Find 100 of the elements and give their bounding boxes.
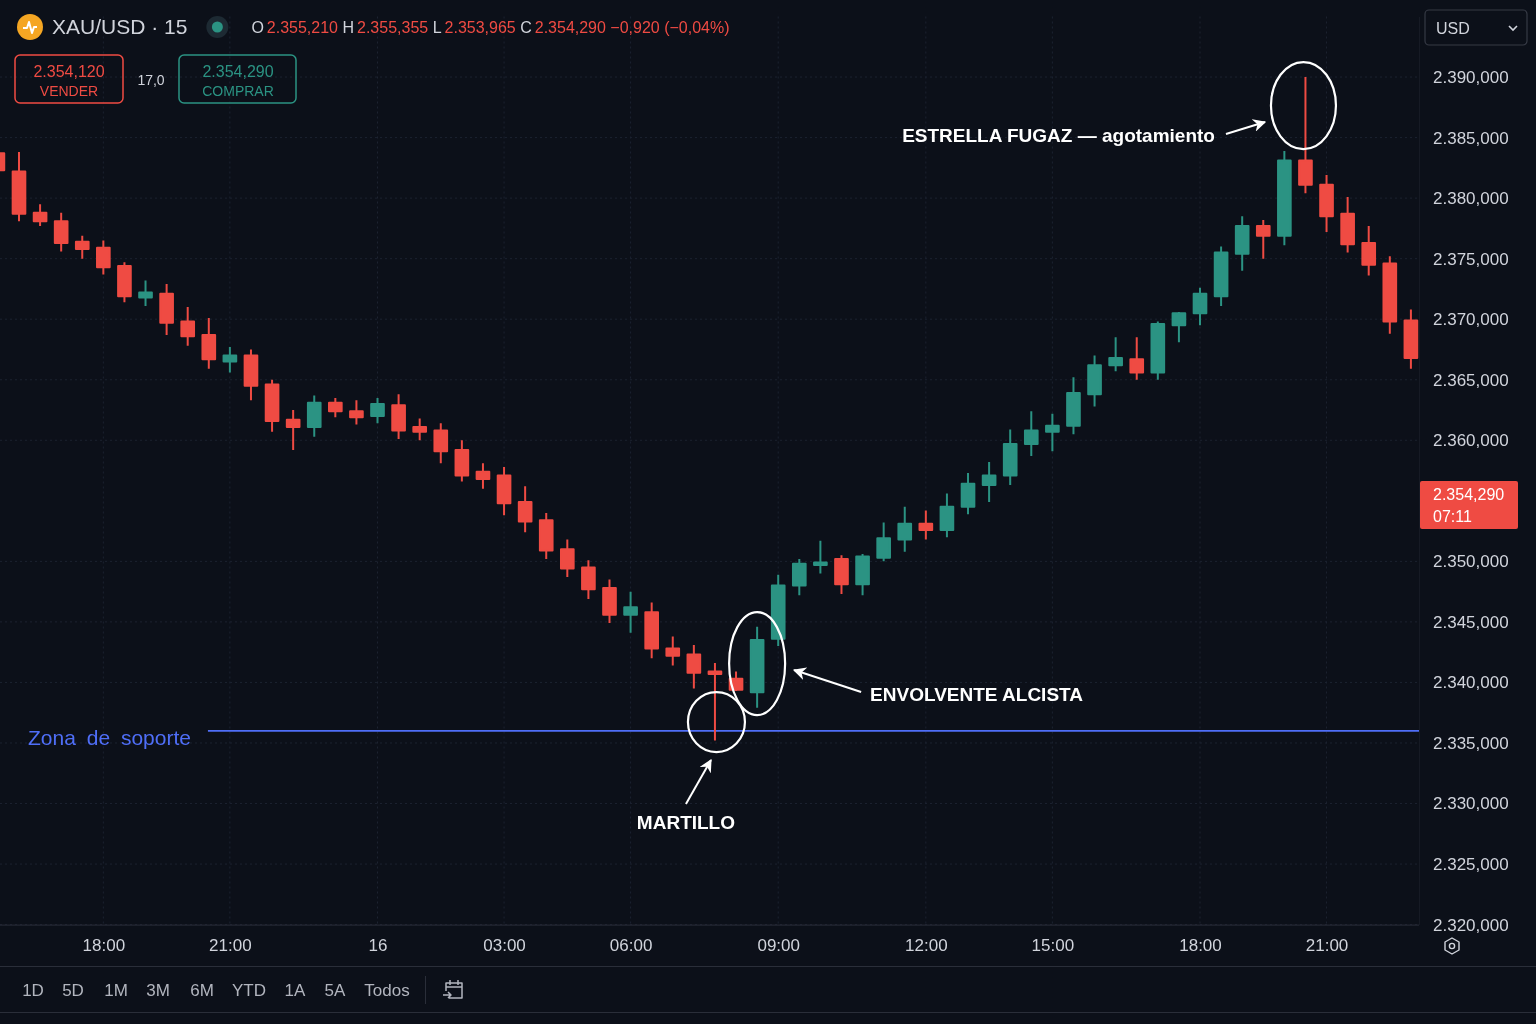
candlestick <box>897 505 913 553</box>
candlestick <box>939 492 955 539</box>
y-tick-label: 2.390,000 <box>1433 67 1509 87</box>
candlestick <box>538 511 554 560</box>
annotation: COMPRAR <box>202 82 274 99</box>
text: 1A <box>284 980 307 1000</box>
candlestick <box>1382 255 1398 335</box>
candlestick <box>1045 412 1060 453</box>
candlestick <box>1340 195 1355 254</box>
candlestick <box>581 559 596 600</box>
candlestick <box>11 151 27 223</box>
text: Todos <box>364 980 410 1000</box>
y-tick-label: 2.365,000 <box>1433 370 1509 390</box>
x-tick-label: 21:00 <box>1305 935 1349 955</box>
candlestick <box>855 553 870 597</box>
candlestick <box>454 439 470 483</box>
annotation: VENDER <box>39 82 99 99</box>
candlestick <box>918 509 934 541</box>
candlestick <box>159 283 174 336</box>
x-tick-label: 09:00 <box>757 935 800 955</box>
candlestick <box>981 461 997 504</box>
candlestick <box>602 578 617 625</box>
x-tick-label: 21:00 <box>209 935 252 955</box>
ref-line-label: Zona de soporte <box>28 726 191 750</box>
candlestick <box>285 409 301 451</box>
candlestick <box>1129 336 1145 381</box>
candlestick <box>53 211 69 253</box>
candlestick <box>306 394 322 438</box>
y-tick-label: 2.380,000 <box>1433 189 1509 209</box>
x-tick-label: 18:00 <box>82 935 126 955</box>
y-tick-label: 2.325,000 <box>1433 855 1509 874</box>
text: 5A <box>324 980 347 1000</box>
candlestick <box>1213 245 1229 307</box>
candlestick <box>264 378 280 433</box>
candlestick <box>1108 336 1123 373</box>
candlestick <box>243 348 259 402</box>
candlestick <box>791 557 807 597</box>
candlestick <box>686 643 702 690</box>
x-tick-label: 12:00 <box>905 935 948 955</box>
candlestick <box>496 465 512 517</box>
y-tick-label: 2.335,000 <box>1433 733 1509 753</box>
candlestick <box>1066 376 1081 436</box>
x-tick-label: 16 <box>368 935 388 955</box>
candlestick <box>1298 76 1313 195</box>
candlestick <box>349 399 364 426</box>
candlestick <box>1255 218 1271 260</box>
text: 3M <box>146 980 170 1000</box>
chart-title: XAU/USD · 15 <box>52 15 188 39</box>
candlestick <box>960 471 976 516</box>
candlestick <box>665 635 681 667</box>
candlestick <box>1023 410 1039 458</box>
candlestick <box>1087 354 1102 408</box>
candlestick <box>770 573 786 648</box>
y-tick-label: 2.345,000 <box>1433 612 1509 632</box>
candlestick <box>1319 174 1334 234</box>
annotation: MARTILLO <box>636 811 736 833</box>
candlestick <box>138 279 153 307</box>
candlestick <box>74 234 90 260</box>
annotation: 2.354,120 <box>33 62 105 80</box>
text: YTD <box>232 980 266 1000</box>
candlestick <box>1234 215 1250 272</box>
annotation: 2.354,290 <box>202 62 274 80</box>
candlestick <box>370 396 385 425</box>
candlestick <box>623 590 638 634</box>
candlestick <box>834 554 849 596</box>
candlestick <box>433 422 449 465</box>
candlestick <box>749 625 765 709</box>
candlestick <box>644 601 659 660</box>
y-tick-label: 2.385,000 <box>1433 128 1509 148</box>
x-tick-label: 06:00 <box>609 935 653 955</box>
candlestick <box>117 261 132 304</box>
candlestick <box>517 485 533 534</box>
annotation: 2.354,290 <box>534 18 611 36</box>
text: 5D <box>62 980 84 1000</box>
candlestick <box>1192 286 1208 327</box>
candlestick <box>559 538 575 579</box>
candlestick <box>180 306 196 347</box>
candlestick <box>328 396 343 419</box>
x-tick-label: 03:00 <box>483 935 526 955</box>
candlestick <box>1171 310 1187 344</box>
candlestick <box>96 239 111 276</box>
annotation: 17,0 <box>137 71 165 88</box>
candlestick <box>222 346 238 374</box>
candlestick <box>475 462 491 490</box>
candlestick <box>1361 224 1377 277</box>
candlestick <box>1002 428 1018 487</box>
text: 6M <box>190 980 214 1000</box>
y-tick-label: 2.375,000 <box>1433 249 1509 269</box>
candlestick <box>1150 320 1166 381</box>
text: USD <box>1436 19 1470 37</box>
candlestick <box>32 203 48 227</box>
y-tick-label: 2.350,000 <box>1433 552 1509 572</box>
text: 1D <box>22 980 44 1000</box>
candlestick <box>813 539 828 575</box>
y-tick-label: 2.370,000 <box>1433 310 1509 330</box>
text: 1M <box>104 980 128 1000</box>
candlestick <box>1277 149 1292 247</box>
x-tick-label: 18:00 <box>1179 935 1222 955</box>
y-tick-label: 2.340,000 <box>1433 673 1509 693</box>
annotation: ENVOLVENTE ALCISTA <box>870 683 1084 705</box>
